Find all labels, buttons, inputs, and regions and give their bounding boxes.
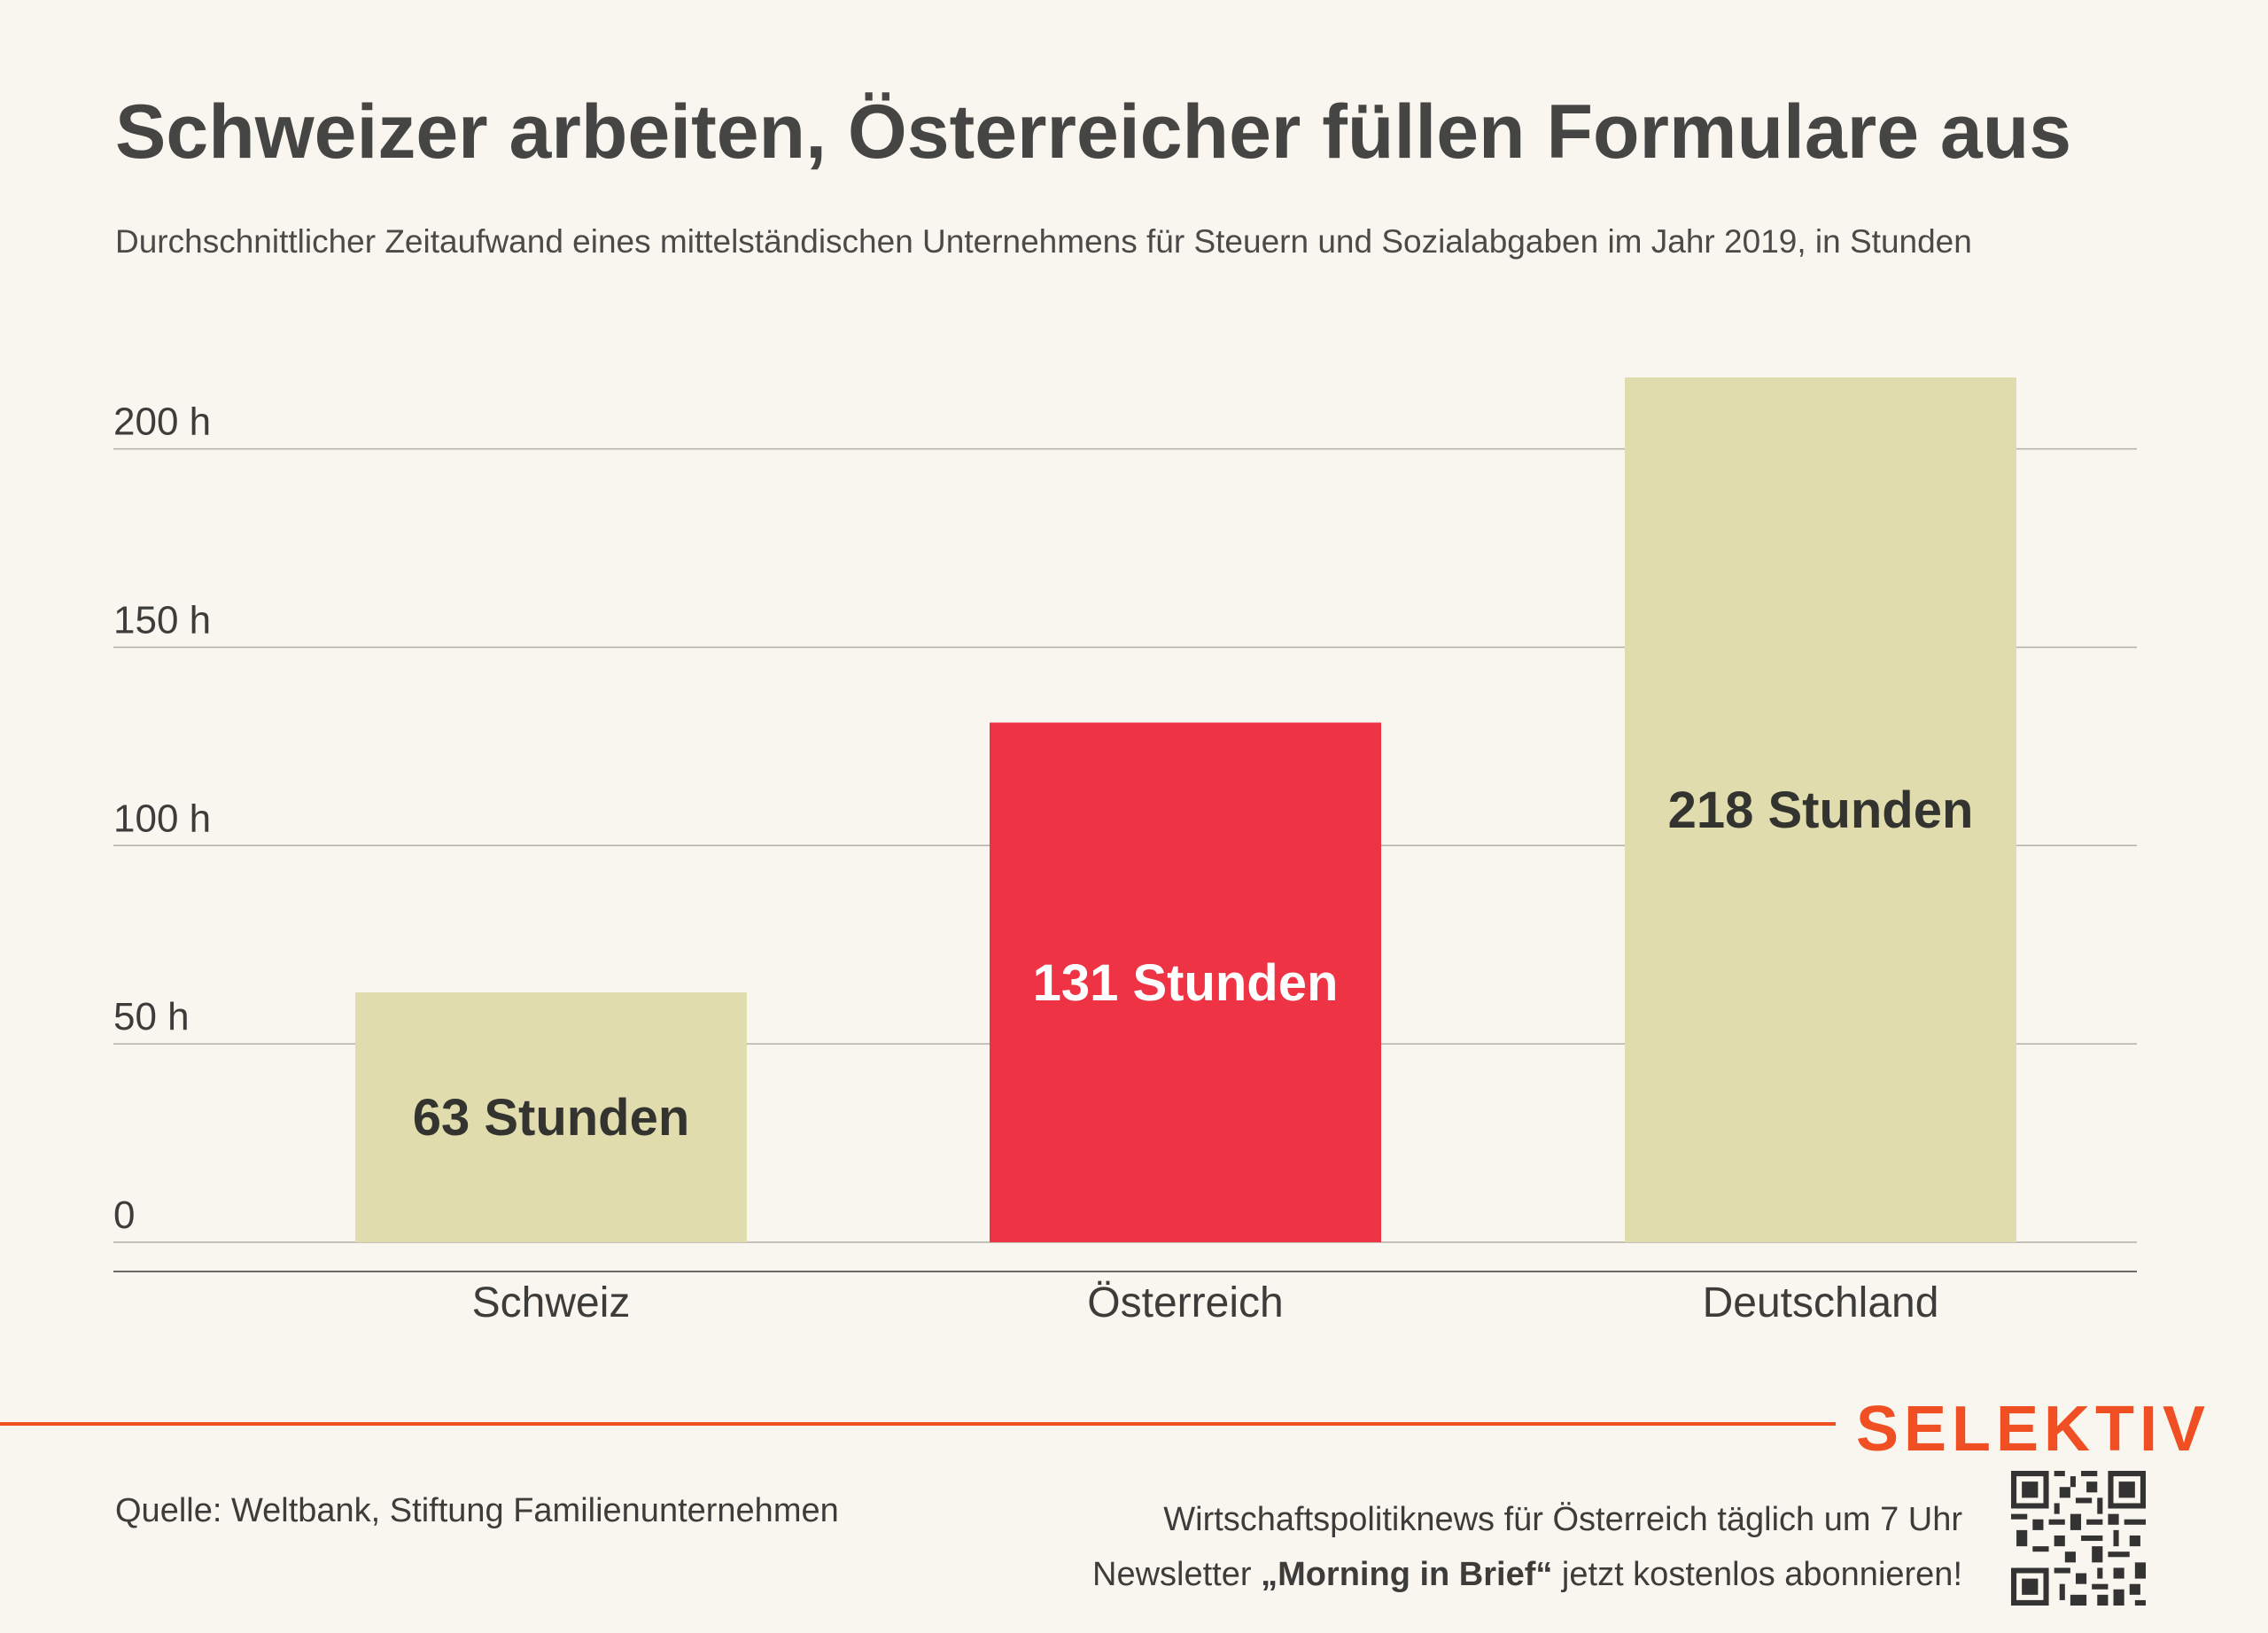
y-tick-label: 0 <box>113 1194 135 1237</box>
bar-österreich <box>990 722 1381 1242</box>
x-category-label: Österreich <box>1087 1279 1283 1326</box>
y-tick-label: 150 h <box>113 598 211 642</box>
chart-subtitle: Durchschnittlicher Zeitaufwand eines mit… <box>115 223 1972 260</box>
x-category-label: Schweiz <box>472 1279 631 1326</box>
bar-chart: 0 50 h 100 h 150 h 200 h 63 Stunden Schweiz 131… <box>113 377 2137 1326</box>
promo-suffix: jetzt kostenlos abonnieren! <box>1552 1556 1962 1593</box>
promo-prefix: Newsletter <box>1092 1556 1262 1593</box>
promo-line-2: Newsletter „Morning in Brief“ jetzt kost… <box>1092 1547 1962 1602</box>
newsletter-name[interactable]: „Morning in Brief“ <box>1261 1556 1553 1593</box>
data-label: 63 Stunden <box>413 1089 690 1147</box>
x-category-label: Deutschland <box>1703 1279 1939 1326</box>
newsletter-promo[interactable]: Wirtschaftspolitiknews für Österreich tä… <box>1092 1492 1962 1602</box>
brand-logo[interactable]: SELEKTIV <box>1856 1394 2211 1465</box>
qr-code-icon[interactable] <box>2011 1471 2146 1606</box>
y-tick-label: 200 h <box>113 400 211 444</box>
data-label: 218 Stunden <box>1668 782 1974 839</box>
y-tick-label: 100 h <box>113 797 211 840</box>
source-note: Quelle: Weltbank, Stiftung Familienunter… <box>115 1492 839 1529</box>
bar-schweiz <box>355 991 747 1242</box>
chart-title: Schweizer arbeiten, Österreicher füllen … <box>115 89 2072 175</box>
promo-line-1: Wirtschaftspolitiknews für Österreich tä… <box>1163 1501 1962 1538</box>
data-label: 131 Stunden <box>1033 954 1339 1012</box>
bar-deutschland <box>1625 377 2016 1242</box>
footer-divider <box>0 1422 1836 1426</box>
y-tick-label: 50 h <box>113 995 190 1038</box>
